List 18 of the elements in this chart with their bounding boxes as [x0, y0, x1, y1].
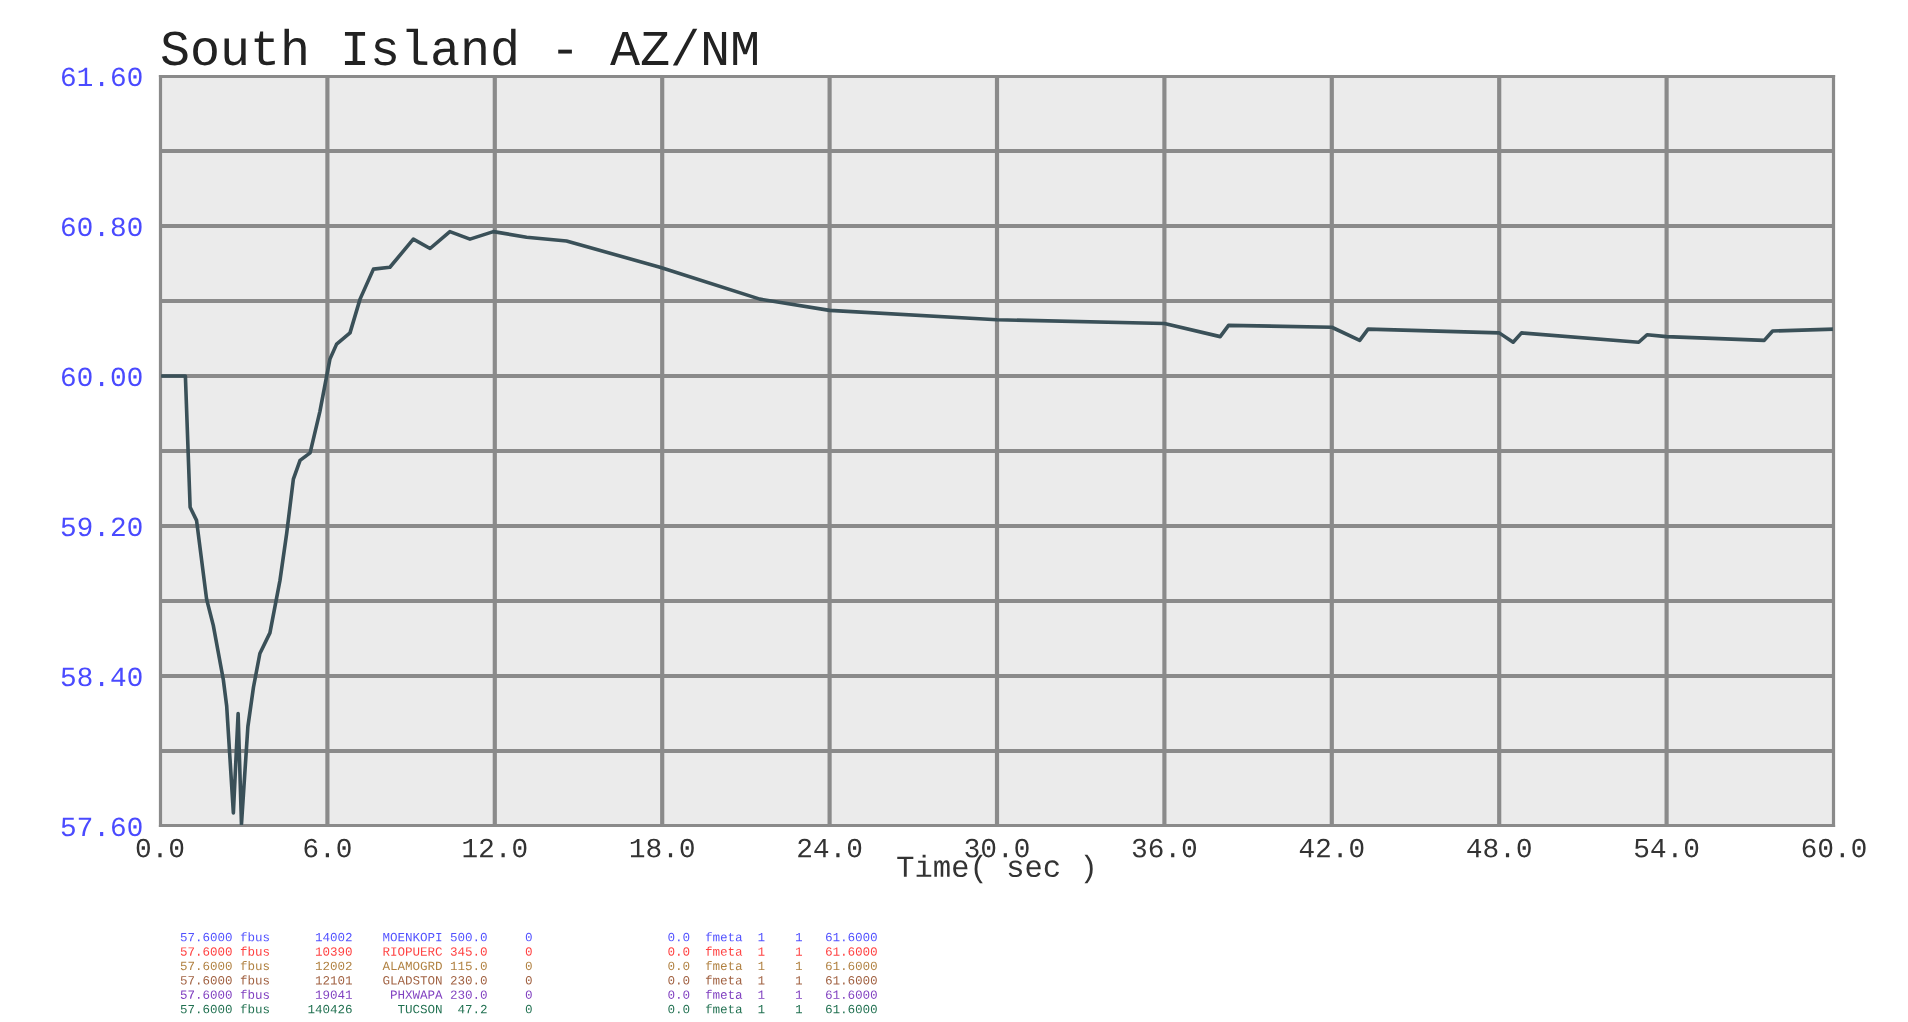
x-tick-label: 42.0 [1299, 838, 1364, 858]
x-tick-label: 30.0 [965, 838, 1029, 858]
x-tick-label: 0.0 [136, 838, 184, 858]
x-tick-label: 6.0 [304, 838, 351, 858]
x-tick-label: 12.0 [463, 838, 527, 858]
x-tick-label: 18.0 [630, 838, 694, 858]
y-tick-label: 60.00 [62, 367, 142, 387]
y-tick-label: 61.60 [62, 67, 142, 87]
y-tick-label: 58.40 [61, 667, 142, 687]
y-tick-label: 60.80 [62, 217, 142, 237]
x-tick-label: 54.0 [1634, 838, 1699, 858]
x-tick-label: 60.0 [1802, 838, 1866, 858]
chart-title: South Island - AZ/NM [161, 28, 757, 66]
y-tick-label: 57.60 [61, 817, 142, 837]
x-tick-label: 48.0 [1467, 838, 1531, 858]
x-tick-label: 24.0 [798, 838, 862, 858]
y-tick-label: 59.20 [61, 517, 142, 537]
x-tick-label: 36.0 [1132, 838, 1197, 858]
